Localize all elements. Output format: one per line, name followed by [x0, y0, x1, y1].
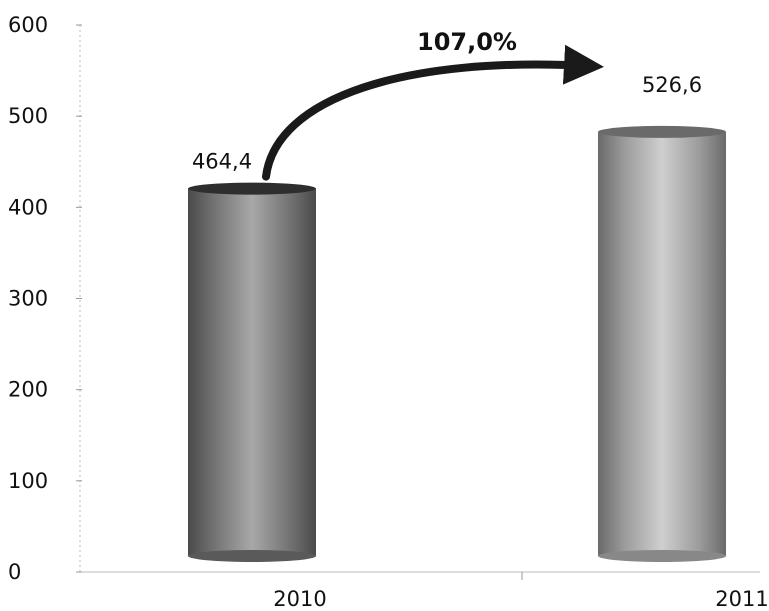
growth-annotation: 107,0% [417, 28, 517, 56]
category-label: 2011 [715, 587, 768, 611]
y-tick-label: 0 [8, 560, 21, 584]
y-tick-label: 600 [8, 13, 48, 37]
y-tick-label: 400 [8, 195, 48, 219]
y-tick-label: 300 [8, 287, 48, 311]
bar-2010 [188, 182, 316, 562]
bar-body [598, 131, 726, 557]
growth-arrow [262, 44, 604, 181]
bar-top-cap [188, 182, 316, 195]
bars [188, 125, 726, 580]
y-tick-label: 100 [8, 469, 48, 493]
bar-top-cap [598, 125, 726, 138]
data-label: 464,4 [192, 150, 252, 174]
bar-body [188, 188, 316, 556]
data-label: 526,6 [642, 73, 702, 97]
y-tick-label: 200 [8, 378, 48, 402]
category-label: 2010 [273, 587, 326, 611]
bar-base [598, 550, 726, 562]
bar-2011 [598, 125, 726, 562]
y-axis-ticks: 0 100 200 300 400 500 600 [8, 13, 82, 584]
bar-base [188, 550, 316, 562]
category-labels: 2010 2011 [273, 587, 768, 611]
data-labels: 464,4 526,6 [192, 73, 702, 174]
y-tick-label: 500 [8, 104, 48, 128]
